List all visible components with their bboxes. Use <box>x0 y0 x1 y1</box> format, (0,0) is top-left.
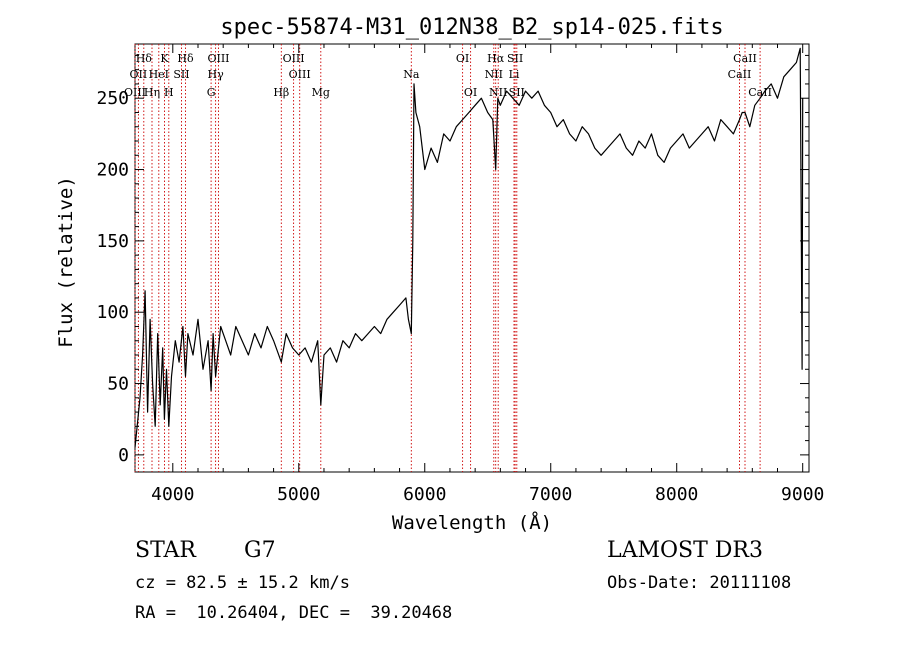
line-label-11: G <box>207 86 216 99</box>
line-label-23: NII <box>489 86 507 99</box>
line-label-5: Hη <box>144 86 160 99</box>
line-label-10: Hγ <box>208 68 225 81</box>
flux-series-line <box>134 47 804 448</box>
y-tick-label-100: 100 <box>96 302 129 323</box>
chart-title: spec-55874-M31_012N38_B2_sp14-025.fits <box>220 15 723 40</box>
line-label-9: OIII <box>207 52 229 65</box>
line-label-22: Li <box>509 68 520 81</box>
x-tick-label-8000: 8000 <box>655 484 698 505</box>
line-label-21: NII <box>485 68 503 81</box>
x-tick-label-5000: 5000 <box>277 484 320 505</box>
y-tick-label-50: 50 <box>107 374 129 395</box>
line-label-6: SII <box>173 68 189 81</box>
line-label-8: Hδ <box>177 52 194 65</box>
line-label-20: SII <box>507 52 523 65</box>
x-tick-label-6000: 6000 <box>403 484 446 505</box>
line-label-24: SII <box>509 86 525 99</box>
line-label-12: OIII <box>283 52 305 65</box>
x-tick-label-4000: 4000 <box>151 484 194 505</box>
y-tick-label-150: 150 <box>96 231 129 252</box>
line-label-7: H <box>164 86 174 99</box>
x-tick-label-7000: 7000 <box>529 484 572 505</box>
observation-date: Obs-Date: 20111108 <box>607 573 792 593</box>
line-label-15: Mg <box>312 86 330 99</box>
line-label-4: HeI <box>149 68 169 81</box>
line-label-16: Na <box>403 68 420 81</box>
y-axis-label: Flux (relative) <box>55 176 77 348</box>
line-label-13: OIII <box>289 68 311 81</box>
y-tick-label-0: 0 <box>118 445 129 466</box>
object-type: STAR <box>135 538 196 563</box>
line-label-2: OIII <box>124 86 146 99</box>
line-label-3: K <box>160 52 169 65</box>
object-subclass: G7 <box>244 538 276 563</box>
x-axis-label: Wavelength (Å) <box>392 511 552 534</box>
line-label-26: CaII <box>728 68 752 81</box>
x-axis: 4000 5000 6000 7000 8000 9000 <box>151 44 824 505</box>
line-label-25: CaII <box>733 52 757 65</box>
y-tick-label-250: 250 <box>96 88 129 109</box>
line-label-1: OII <box>130 68 148 81</box>
line-label-14: Hβ <box>273 86 289 99</box>
line-label-19: Hα <box>487 52 505 65</box>
y-axis: 0 50 100 150 200 250 <box>96 54 809 466</box>
y-tick-label-200: 200 <box>96 160 129 181</box>
spectral-line-markers <box>134 44 761 472</box>
x-tick-label-9000: 9000 <box>781 484 824 505</box>
redshift-velocity: cz = 82.5 ± 15.2 km/s <box>135 573 350 593</box>
survey-name: LAMOST DR3 <box>607 538 763 563</box>
line-label-18: OI <box>464 86 477 99</box>
line-label-17: OI <box>456 52 469 65</box>
coordinates: RA = 10.26404, DEC = 39.20468 <box>135 603 453 623</box>
line-label-0: Hδ <box>136 52 153 65</box>
